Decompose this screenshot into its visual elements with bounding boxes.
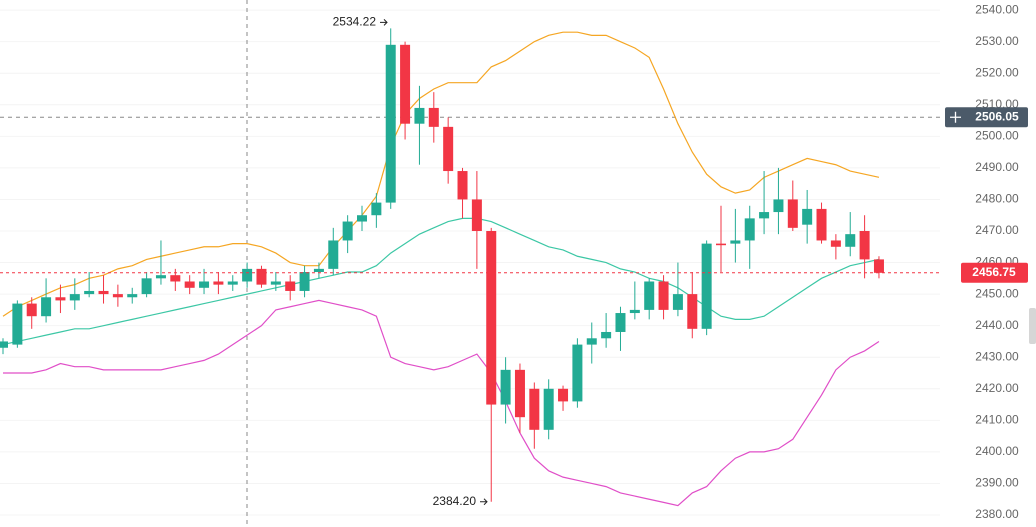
- candle-body: [672, 294, 683, 310]
- y-tick-label: 2540.00: [975, 2, 1019, 16]
- y-tick-label: 2430.00: [975, 349, 1019, 363]
- candle-body: [716, 243, 726, 246]
- y-tick-label: 2380.00: [975, 507, 1019, 521]
- candle-body: [127, 294, 138, 298]
- candle-body: [313, 268, 324, 273]
- candle-body: [845, 234, 856, 247]
- candle-body: [629, 309, 640, 314]
- candle-body: [299, 272, 310, 291]
- candle-body: [572, 344, 583, 402]
- candle-body: [371, 202, 382, 216]
- candle-body: [98, 290, 109, 295]
- candle-body: [730, 240, 741, 244]
- candle-body: [558, 388, 569, 402]
- y-tick-label: 2470.00: [975, 223, 1019, 237]
- candle-body: [328, 240, 339, 269]
- y-tick-label: 2420.00: [975, 381, 1019, 395]
- candle-body: [55, 297, 66, 301]
- candle-body: [773, 199, 784, 213]
- last-price-box: [961, 262, 1028, 283]
- candle-body: [26, 303, 37, 317]
- candle-body: [342, 221, 353, 241]
- candle-body: [873, 259, 884, 273]
- candle-body: [859, 230, 870, 260]
- candle-body: [443, 126, 454, 172]
- candle-body: [601, 331, 612, 339]
- y-tick-label: 2400.00: [975, 444, 1019, 458]
- candle-body: [400, 44, 411, 124]
- candle-body: [170, 275, 181, 282]
- candle-body: [227, 281, 238, 285]
- candle-body: [687, 294, 698, 329]
- candle-body: [112, 294, 123, 298]
- y-tick-label: 2440.00: [975, 318, 1019, 332]
- band-line: [3, 299, 880, 507]
- candle-body: [500, 369, 511, 405]
- candle-body: [141, 278, 152, 295]
- low-annotation: 2384.20: [433, 494, 477, 508]
- candle-body: [759, 212, 770, 219]
- y-tick-label: 2450.00: [975, 286, 1019, 300]
- low-arrow: [480, 498, 488, 506]
- candle-body: [213, 281, 224, 285]
- candle-body: [69, 294, 80, 301]
- candle-body: [658, 281, 669, 310]
- last-price-label: 2456.75: [972, 265, 1016, 279]
- candle-body: [242, 268, 253, 282]
- candle-body: [644, 281, 655, 310]
- candle-body: [744, 218, 755, 241]
- candle-body: [0, 341, 8, 348]
- candle-body: [270, 281, 281, 285]
- candle-body: [155, 275, 166, 279]
- band-line: [2, 217, 880, 346]
- candle-body: [12, 303, 23, 345]
- candle-body: [256, 268, 267, 285]
- candle-body: [830, 240, 841, 247]
- y-tick-label: 2500.00: [975, 128, 1019, 142]
- high-arrow: [380, 18, 388, 26]
- candle-body: [428, 107, 439, 127]
- candle-body: [615, 313, 626, 332]
- candle-body: [285, 281, 296, 291]
- crosshair-price-box: [945, 107, 1028, 128]
- candle-body: [586, 338, 597, 345]
- band-line: [2, 31, 880, 317]
- candle-body: [385, 44, 396, 203]
- candle-body: [486, 230, 497, 405]
- candle-body: [514, 369, 525, 418]
- candle-body: [787, 199, 798, 228]
- y-tick-label: 2410.00: [975, 413, 1019, 427]
- candle-body: [457, 171, 468, 200]
- y-tick-label: 2480.00: [975, 192, 1019, 206]
- candle-body: [84, 290, 95, 295]
- candle-body: [802, 208, 813, 225]
- y-tick-label: 2530.00: [975, 34, 1019, 48]
- candle-body: [701, 243, 712, 329]
- y-tick-label: 2520.00: [975, 65, 1019, 79]
- crosshair-price-label: 2506.05: [975, 109, 1019, 123]
- candle-body: [816, 208, 827, 241]
- candle-body: [543, 388, 554, 430]
- candle-body: [357, 215, 367, 222]
- candle-body: [471, 199, 482, 231]
- y-tick-label: 2390.00: [975, 476, 1019, 490]
- high-annotation: 2534.22: [333, 15, 377, 29]
- candle-body: [184, 281, 195, 288]
- scroll-handle[interactable]: [1029, 308, 1036, 344]
- y-tick-label: 2490.00: [975, 160, 1019, 174]
- plus-icon: [950, 111, 961, 123]
- candle-body: [414, 107, 425, 124]
- candle-body: [41, 297, 52, 317]
- candle-body: [199, 281, 210, 288]
- candle-body: [529, 388, 540, 430]
